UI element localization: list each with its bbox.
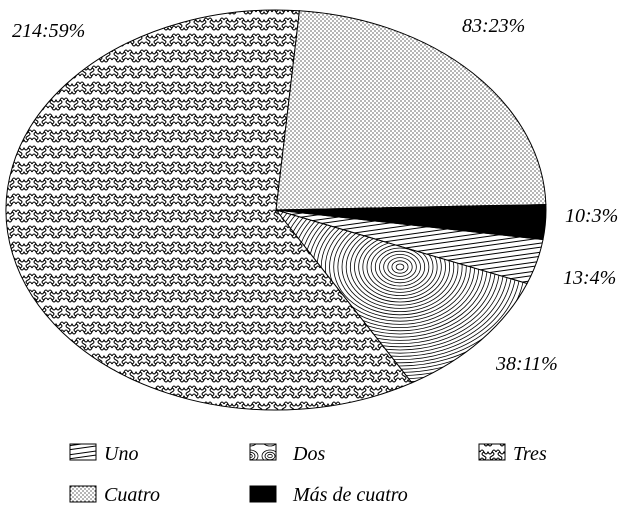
legend-swatch-tres: [478, 443, 506, 461]
legend-item-mas-de-cuatro: Más de cuatro: [249, 484, 408, 506]
legend-label-uno: Uno: [104, 443, 138, 465]
legend-swatch-cuatro: [69, 485, 97, 503]
legend-label-cuatro: Cuatro: [104, 484, 160, 506]
pie-slice-dos: [274, 209, 528, 384]
legend: Uno Dos Tres Cuatro Más de cuatro: [69, 443, 547, 506]
slice-label-2: 38:11%: [495, 353, 558, 375]
slice-label-3: 214:59%: [12, 20, 85, 42]
legend-item-cuatro: Cuatro: [69, 484, 160, 506]
legend-item-tres: Tres: [478, 443, 547, 465]
slice-label-4: 83:23%: [462, 15, 525, 37]
pie-slice-tres: [5, 9, 413, 411]
slice-label-5: 10:3%: [565, 205, 618, 227]
pie-slice-cuatro: [275, 10, 547, 211]
legend-label-tres: Tres: [513, 443, 547, 465]
legend-swatch-dos: [249, 443, 277, 461]
legend-item-dos: Dos: [249, 443, 325, 465]
pie-slice-m-s-de-cuatro: [275, 204, 547, 241]
legend-swatch-mas-de-cuatro: [249, 485, 277, 503]
legend-label-dos: Dos: [292, 443, 325, 465]
legend-label-mas-de-cuatro: Más de cuatro: [292, 484, 408, 506]
slice-label-1: 13:4%: [563, 267, 616, 289]
legend-item-uno: Uno: [69, 443, 138, 465]
legend-swatch-uno: [69, 443, 97, 461]
